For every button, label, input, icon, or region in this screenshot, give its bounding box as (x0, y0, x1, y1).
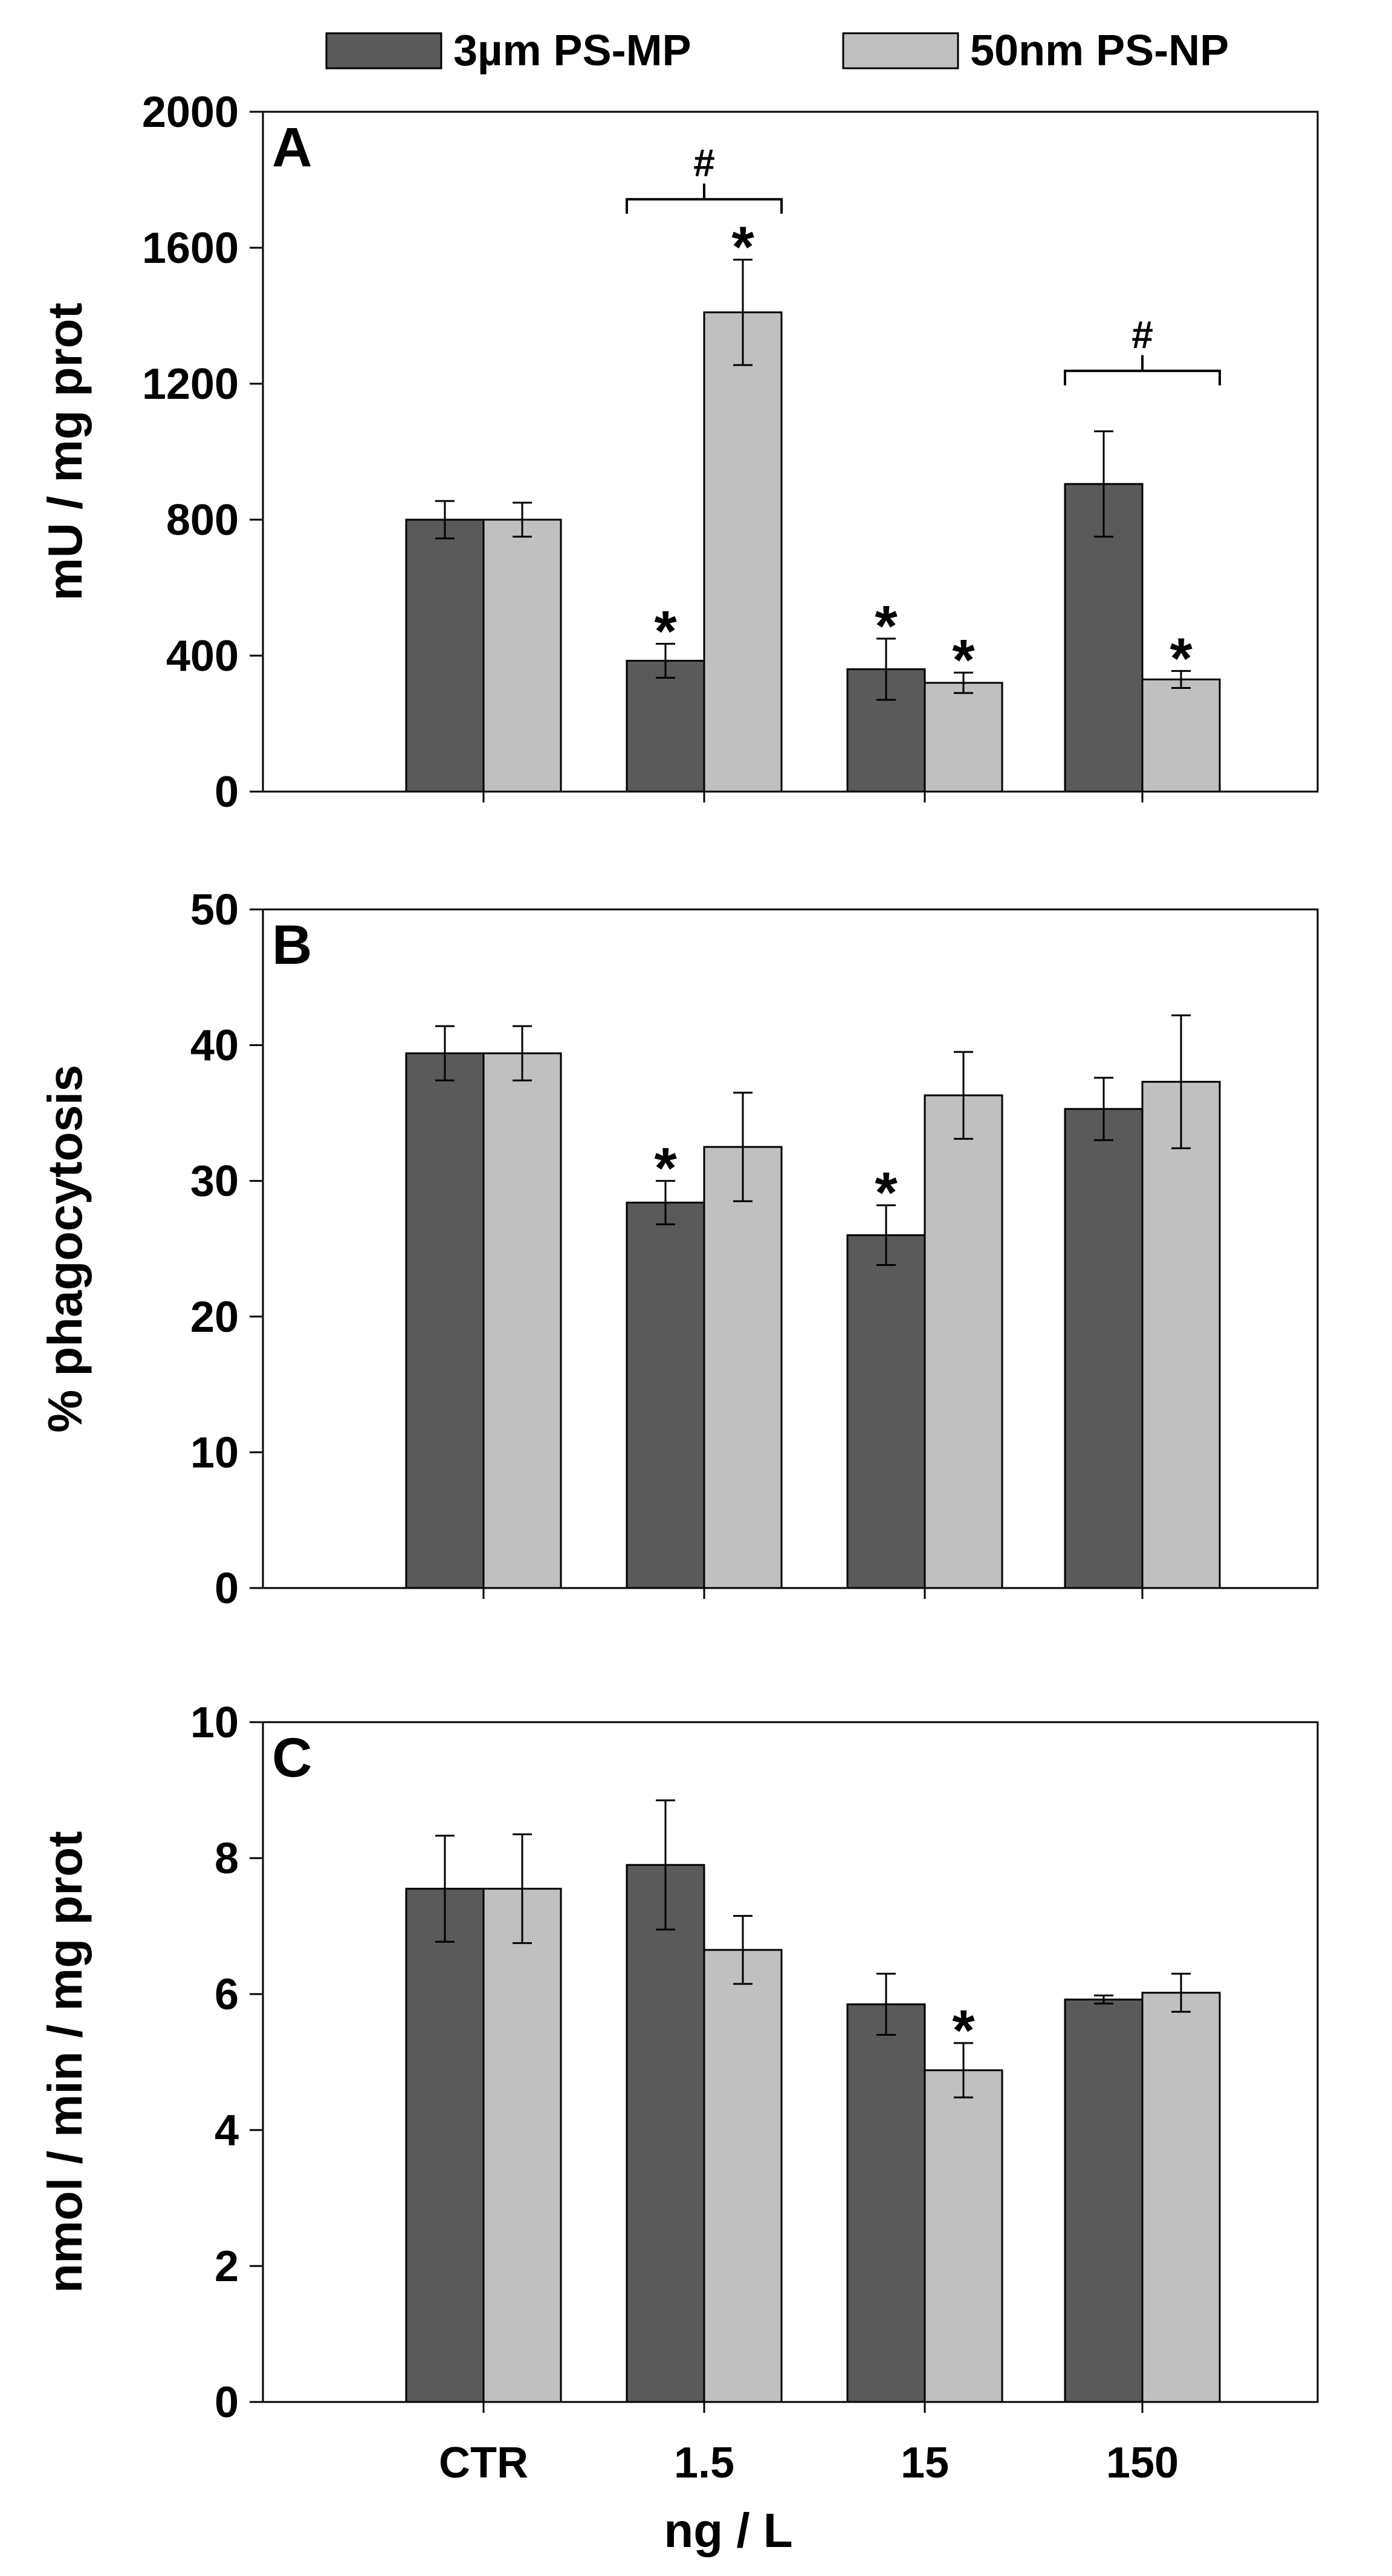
x-tick-label: CTR (439, 2439, 528, 2487)
bar (924, 2069, 1003, 2403)
bar (626, 1864, 705, 2403)
y-tick-label: 800 (166, 496, 239, 544)
bar (626, 659, 705, 793)
y-tick-label: 20 (190, 1293, 239, 1341)
panel-letter: C (272, 1727, 312, 1789)
y-tick-label: 0 (215, 768, 239, 816)
panel-b: 0 10 20 30 40 50 % phagocytosis B * * (38, 886, 1319, 1613)
plot-frame (262, 908, 1319, 1589)
panel-a: 0 400 800 1200 1600 2000 mU / mg prot A * * * * * # # (38, 88, 1319, 816)
x-axis-label: ng / L (664, 2503, 792, 2557)
significance-asterisk: * (952, 1998, 975, 2063)
x-tick-label: 1.5 (674, 2439, 734, 2487)
bar (626, 1201, 705, 1589)
bar (846, 2003, 926, 2403)
legend-label-series-2: 50nm PS-NP (970, 27, 1229, 75)
bar (1141, 1992, 1221, 2403)
y-tick-label: 50 (190, 886, 239, 934)
legend-swatch-series-2 (842, 32, 959, 69)
significance-asterisk: * (731, 215, 754, 280)
bar (1141, 1080, 1221, 1589)
bar (482, 1888, 562, 2403)
y-tick-label: 0 (215, 1564, 239, 1613)
x-tick-label: 150 (1106, 2439, 1179, 2487)
comparison-bracket (1064, 355, 1221, 386)
comparison-label: # (1131, 313, 1153, 357)
y-tick-label: 40 (190, 1022, 239, 1070)
y-tick-label: 4 (215, 2106, 239, 2155)
panel-letter: B (272, 914, 312, 976)
comparison-label: # (693, 141, 715, 185)
bar (1064, 1998, 1144, 2403)
y-tick-label: 8 (215, 1835, 239, 1883)
y-tick-label: 6 (215, 1971, 239, 2019)
legend-label-series-1: 3µm PS-MP (453, 27, 691, 75)
bar (924, 1094, 1003, 1589)
bar (846, 1234, 926, 1589)
y-tick-label: 0 (215, 2378, 239, 2427)
y-tick-label: 10 (190, 1699, 239, 1747)
bar (924, 682, 1003, 793)
significance-asterisk: * (654, 599, 677, 663)
bar (1064, 483, 1144, 793)
bar (405, 1888, 485, 2403)
panel-c: 0 2 4 6 8 10 nmol / min / mg prot C * (38, 1699, 1319, 2427)
legend: 3µm PS-MP 50nm PS-NP (325, 27, 1229, 75)
bar (703, 311, 783, 793)
bar (405, 518, 485, 793)
significance-asterisk: * (654, 1136, 677, 1201)
plot-frame (262, 1721, 1319, 2403)
significance-asterisk: * (1170, 626, 1193, 691)
significance-asterisk: * (875, 594, 898, 659)
legend-swatch-series-1 (325, 32, 442, 69)
bar (703, 1949, 783, 2403)
significance-asterisk: * (875, 1161, 898, 1225)
bar (1141, 678, 1221, 793)
y-axis-label: % phagocytosis (38, 1065, 92, 1433)
y-tick-label: 1200 (142, 360, 239, 408)
bar (846, 668, 926, 793)
bar (1064, 1108, 1144, 1589)
comparison-bracket (626, 183, 783, 214)
x-tick-label: 15 (901, 2439, 949, 2487)
y-tick-label: 30 (190, 1157, 239, 1206)
y-tick-label: 2 (215, 2242, 239, 2291)
plot-frame (262, 111, 1319, 793)
y-axis-label: mU / mg prot (38, 303, 92, 601)
y-tick-label: 1600 (142, 224, 239, 273)
x-category-labels: CTR 1.5 15 150 (439, 2439, 1179, 2487)
panel-letter: A (272, 117, 312, 178)
y-axis-label: nmol / min / mg prot (38, 1831, 92, 2293)
y-tick-label: 10 (190, 1428, 239, 1477)
y-tick-label: 2000 (142, 88, 239, 137)
bar (482, 1052, 562, 1589)
bar (482, 518, 562, 793)
bar (405, 1052, 485, 1589)
significance-asterisk: * (952, 628, 975, 692)
y-tick-label: 400 (166, 632, 239, 680)
bar (703, 1146, 783, 1589)
